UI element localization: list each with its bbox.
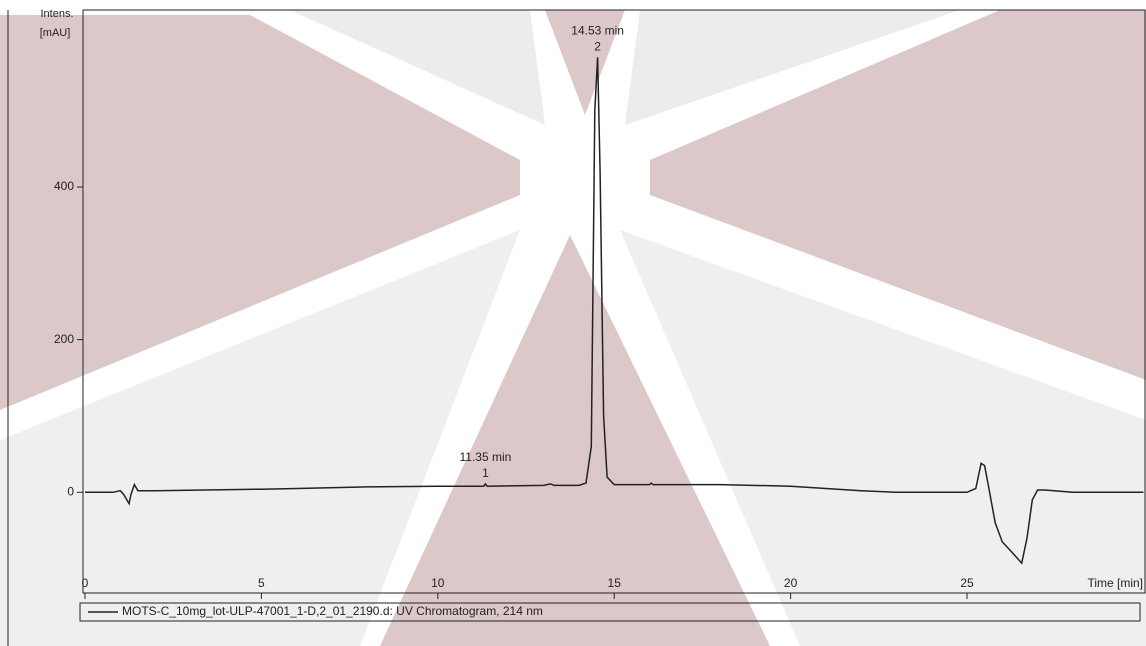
y-label: [mAU] [40,27,71,39]
legend-box [79,602,1141,622]
x-tick-label: 25 [960,576,974,590]
x-tick-label: 20 [784,576,798,590]
x-label: Time [min] [1087,576,1143,590]
legend-label: MOTS-C_10mg_lot-ULP-47001_1-D,2_01_2190.… [122,604,543,618]
watermark [0,10,1146,646]
peak-annotation: 11.35 min [460,450,512,464]
x-tick-label: 0 [82,576,89,590]
chromatogram-line [85,57,1144,565]
peak-annotation: 14.53 min [571,23,624,37]
x-tick-label: 15 [608,576,622,590]
y-tick-label: 400 [54,179,74,193]
y-tick-label: 0 [67,484,74,498]
x-tick-label: 10 [431,576,445,590]
peak-annotation: 1 [482,466,489,480]
peak-annotation: 2 [594,39,601,53]
y-label: Intens. [40,8,73,20]
x-tick-label: 5 [258,576,265,590]
y-tick-label: 200 [54,332,74,346]
